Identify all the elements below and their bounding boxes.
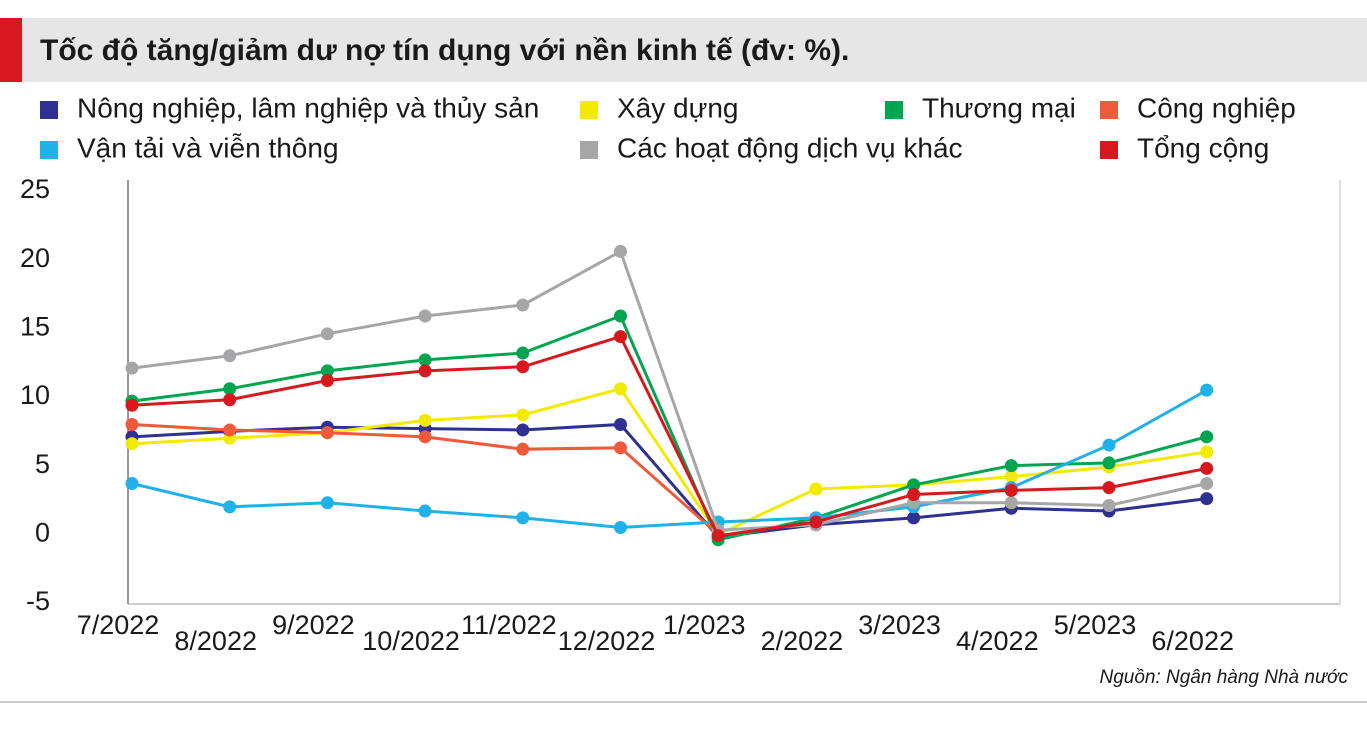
legend-label: Vận tải và viễn thông xyxy=(77,132,339,163)
x-tick-label: 2/2022 xyxy=(761,626,844,656)
chart-title: Tốc độ tăng/giảm dư nợ tín dụng với nền … xyxy=(40,34,849,67)
data-point xyxy=(320,496,334,510)
legend-label: Xây dựng xyxy=(617,92,739,123)
data-point xyxy=(320,374,334,388)
legend-swatch xyxy=(40,101,58,119)
data-point xyxy=(1102,456,1116,470)
x-tick-label: 11/2022 xyxy=(461,610,557,640)
x-tick-label: 7/2022 xyxy=(77,610,160,640)
data-point xyxy=(516,423,530,437)
data-point xyxy=(1004,459,1018,473)
data-point xyxy=(516,408,530,422)
title-bar xyxy=(0,18,1367,82)
data-point xyxy=(614,441,627,455)
data-point xyxy=(418,504,432,518)
legend-swatch xyxy=(580,101,598,119)
series-line xyxy=(131,422,1207,539)
data-point xyxy=(125,398,139,412)
legend-swatch xyxy=(40,141,58,159)
data-point xyxy=(1200,383,1214,397)
legend-label: Thương mại xyxy=(922,92,1076,123)
series-line xyxy=(131,314,1208,542)
data-point xyxy=(125,477,139,491)
data-point xyxy=(418,309,432,323)
data-point xyxy=(907,488,921,502)
series-line xyxy=(131,387,1207,537)
data-point xyxy=(125,437,139,451)
legend-swatch xyxy=(885,101,903,119)
data-point xyxy=(125,361,139,375)
source-note: Nguồn: Ngân hàng Nhà nước xyxy=(1099,667,1348,688)
x-tick-label: 6/2022 xyxy=(1151,626,1234,656)
data-point xyxy=(1200,461,1214,475)
data-point xyxy=(1102,438,1116,452)
x-tick-label: 12/2022 xyxy=(558,626,656,656)
data-point xyxy=(1200,477,1214,491)
data-point xyxy=(223,393,237,407)
legend-swatch xyxy=(580,141,598,159)
data-point xyxy=(1004,483,1018,497)
data-point xyxy=(223,500,237,514)
data-point xyxy=(1102,481,1116,495)
legend-label: Các hoạt động dịch vụ khác xyxy=(617,132,963,163)
data-point xyxy=(516,346,530,360)
data-point xyxy=(907,511,921,525)
data-point xyxy=(418,364,432,378)
series-line xyxy=(131,388,1208,529)
legend-label: Công nghiệp xyxy=(1137,92,1296,123)
legend-swatch xyxy=(1100,141,1118,159)
data-point xyxy=(614,382,627,396)
data-point xyxy=(418,353,432,367)
data-point xyxy=(320,327,334,341)
x-tick-label: 9/2022 xyxy=(272,610,355,640)
legend-label: Nông nghiệp, lâm nghiệp và thủy sản xyxy=(77,92,539,123)
y-tick-label: 5 xyxy=(35,449,50,479)
x-tick-label: 4/2022 xyxy=(956,626,1039,656)
data-point xyxy=(516,442,530,456)
data-point xyxy=(809,482,823,496)
data-point xyxy=(1102,498,1116,512)
x-tick-label: 8/2022 xyxy=(174,626,257,656)
x-tick-label: 1/2023 xyxy=(663,610,746,640)
legend-swatch xyxy=(1100,101,1118,119)
data-point xyxy=(516,298,530,312)
data-point xyxy=(516,511,530,525)
data-point xyxy=(1200,430,1214,444)
data-point xyxy=(614,330,627,344)
y-tick-label: -5 xyxy=(26,586,50,616)
y-tick-label: 20 xyxy=(20,243,50,273)
data-point xyxy=(809,515,823,529)
data-point xyxy=(125,417,139,431)
series-line xyxy=(131,334,1207,538)
data-point xyxy=(1200,492,1214,506)
data-point xyxy=(418,413,432,427)
x-tick-label: 10/2022 xyxy=(362,626,460,656)
y-tick-label: 0 xyxy=(35,517,50,547)
y-tick-label: 10 xyxy=(20,380,50,410)
data-point xyxy=(1004,496,1018,510)
data-point xyxy=(614,417,627,431)
data-point xyxy=(1004,470,1018,484)
title-accent xyxy=(0,18,22,82)
data-point xyxy=(711,529,725,543)
data-point xyxy=(614,520,627,534)
data-point xyxy=(516,360,530,374)
y-tick-label: 15 xyxy=(20,311,50,341)
data-point xyxy=(1200,445,1214,459)
y-tick-label: 25 xyxy=(20,174,50,204)
data-point xyxy=(320,426,334,440)
data-point xyxy=(614,244,627,258)
data-point xyxy=(223,382,237,396)
series-line xyxy=(131,249,1208,532)
x-tick-label: 3/2023 xyxy=(858,610,941,640)
data-point xyxy=(418,430,432,444)
data-point xyxy=(223,423,237,437)
data-point xyxy=(223,349,237,363)
x-tick-label: 5/2023 xyxy=(1054,610,1137,640)
data-point xyxy=(614,309,627,323)
data-point xyxy=(907,478,921,492)
data-point xyxy=(320,364,334,378)
legend-label: Tổng cộng xyxy=(1137,132,1269,163)
